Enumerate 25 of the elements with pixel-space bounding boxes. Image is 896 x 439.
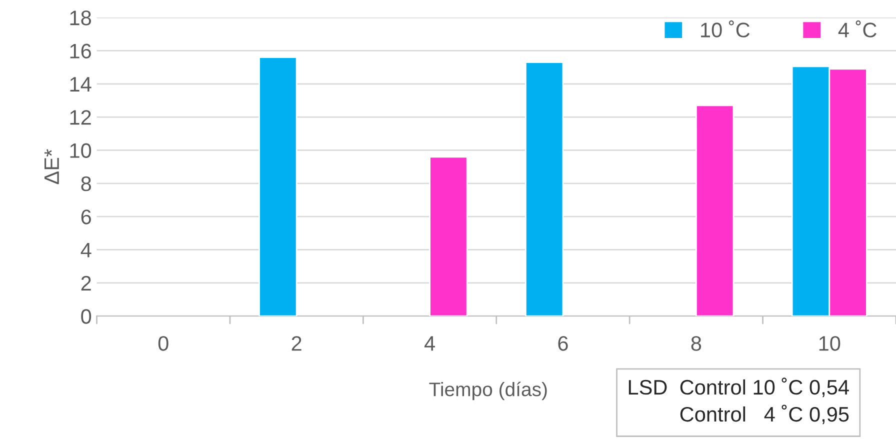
y-tick-label: 18 (70, 10, 92, 26)
x-axis-title: Tiempo (días) (429, 382, 547, 400)
y-tick-label: 6 (81, 210, 91, 224)
x-tick-label: 8 (691, 336, 702, 351)
y-tick-label: 12 (70, 110, 91, 125)
bar (258, 56, 298, 316)
y-tick-label: 14 (70, 77, 92, 92)
y-tick-label: 8 (81, 176, 91, 192)
legend-label: 10 ˚C (701, 20, 750, 38)
y-tick-label: 10 (70, 143, 92, 158)
x-tick-label: 0 (158, 336, 168, 351)
x-tick-label: 10 (819, 336, 840, 351)
text: LSD Control 10 ˚C 0,54 Control 4 ˚C 0,95 (628, 378, 849, 424)
y-tick-label: 4 (80, 242, 92, 258)
y-tick-label: 0 (81, 309, 92, 324)
bar (524, 62, 564, 316)
x-tick-label: 6 (558, 336, 568, 351)
y-axis-title: ΔE* (44, 149, 59, 184)
legend-label: 4 ˚C (838, 20, 876, 38)
x-tick-label: 2 (292, 336, 302, 351)
y-tick-label: 2 (81, 276, 91, 290)
x-tick-label: 4 (424, 336, 435, 351)
bar (695, 104, 734, 316)
y-tick-label: 16 (70, 44, 91, 58)
bar (429, 156, 468, 316)
